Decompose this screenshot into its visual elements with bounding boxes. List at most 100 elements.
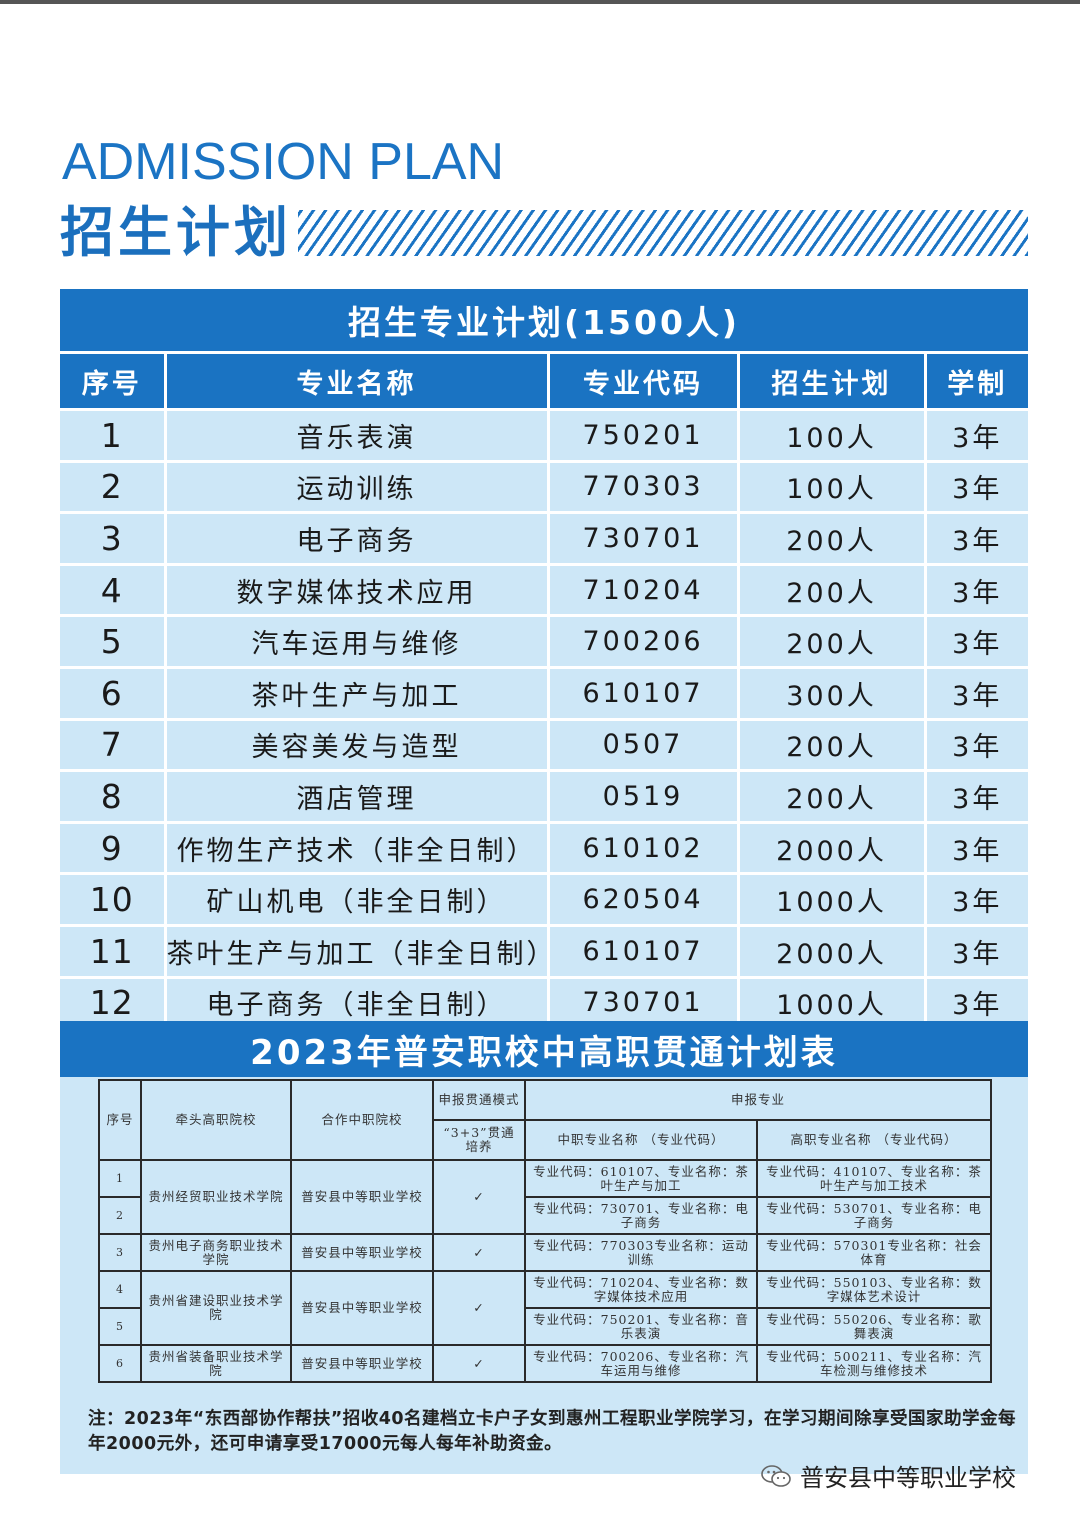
table-row: 1 贵州经贸职业技术学院 普安县中等职业学校 ✓ 专业代码：610107、专业名… [98, 1159, 993, 1235]
gt-higher: 专业代码：550206、专业名称：歌舞表演 [755, 1307, 993, 1346]
gt-lead: 贵州经贸职业技术学院 [140, 1159, 292, 1235]
plan-cell-major: 电子商务 [163, 511, 548, 565]
col-header-plan: 招生计划 [736, 354, 925, 411]
gt-sec: 专业代码：770303专业名称：运动训练 [524, 1233, 758, 1272]
plan-cell-no: 2 [60, 459, 165, 513]
gt-partner: 普安县中等职业学校 [290, 1159, 434, 1235]
plan-cell-plan: 200人 [736, 614, 925, 668]
plan-cell-no: 4 [60, 562, 165, 616]
table-row: 6 贵州省装备职业技术学院 普安县中等职业学校 ✓ 专业代码：700206、专业… [98, 1344, 993, 1383]
top-border [0, 0, 1080, 4]
plan-cell-major: 酒店管理 [163, 769, 548, 823]
gt-sec: 专业代码：730701、专业名称：电子商务 [524, 1196, 758, 1235]
watermark: 普安县中等职业学校 [760, 1458, 1016, 1493]
plan-cell-years: 3年 [923, 665, 1028, 720]
table-row: 5 汽车运用与维修 700206 200人 3年 [60, 614, 1028, 668]
plan-cell-code: 620504 [546, 872, 738, 926]
plan-cell-plan: 1000人 [736, 872, 925, 926]
decorative-hatch [298, 210, 1028, 256]
gt-header-mode: 申报贯通模式 [432, 1079, 526, 1121]
plan-cell-years: 3年 [923, 717, 1028, 771]
gt-no: 5 [98, 1307, 142, 1346]
plan-cell-code: 0519 [546, 769, 738, 823]
plan-cell-years: 3年 [923, 408, 1028, 462]
gt-check: ✓ [432, 1233, 526, 1272]
col-header-years: 学制 [923, 354, 1028, 411]
plan-cell-major: 茶叶生产与加工 [163, 665, 548, 720]
plan-cell-no: 9 [60, 820, 165, 874]
plan-cell-no: 11 [60, 923, 165, 978]
gt-no: 6 [98, 1344, 142, 1383]
table-row: 4 数字媒体技术应用 710204 200人 3年 [60, 562, 1028, 616]
gt-higher: 专业代码：500211、专业名称：汽车检测与维修技术 [755, 1344, 993, 1383]
plan-cell-major: 茶叶生产与加工（非全日制） [163, 923, 554, 978]
plan-cell-plan: 200人 [736, 511, 925, 565]
gt-no: 2 [98, 1196, 142, 1235]
table-row: 8 酒店管理 0519 200人 3年 [60, 769, 1028, 823]
plan-cell-plan: 300人 [736, 665, 925, 720]
watermark-text: 普安县中等职业学校 [800, 1464, 1016, 1492]
gt-higher: 专业代码：570301专业名称：社会体育 [755, 1233, 993, 1272]
table-row: 4 贵州省建设职业技术学院 普安县中等职业学校 ✓ 专业代码：710204、专业… [98, 1270, 993, 1346]
through-training-title: 2023年普安职校中高职贯通计划表 [60, 1021, 1028, 1077]
gt-header-mode-sub: “3+3”贯通培养 [432, 1119, 526, 1161]
plan-cell-years: 3年 [923, 872, 1028, 926]
table-row: 1 音乐表演 750201 100人 3年 [60, 408, 1028, 462]
gt-lead: 贵州省装备职业技术学院 [140, 1344, 292, 1383]
plan-cell-plan: 2000人 [736, 820, 925, 874]
plan-cell-years: 3年 [923, 923, 1028, 978]
plan-cell-code: 730701 [546, 511, 738, 565]
plan-cell-no: 6 [60, 665, 165, 720]
gt-lead: 贵州电子商务职业技术学院 [140, 1233, 292, 1272]
plan-cell-no: 8 [60, 769, 165, 823]
gt-header-sec: 中职专业名称 （专业代码） [524, 1119, 758, 1161]
plan-cell-major: 电子商务（非全日制） [163, 975, 548, 1028]
footnote: 注：2023年“东西部协作帮扶”招收40名建档立卡户子女到惠州工程职业学院学习，… [88, 1409, 1017, 1454]
wechat-icon [761, 1464, 791, 1487]
gt-higher: 专业代码：410107、专业名称：茶叶生产与加工技术 [755, 1159, 993, 1198]
plan-cell-years: 3年 [923, 820, 1028, 874]
plan-cell-no: 10 [60, 872, 165, 926]
gt-header-no: 序号 [98, 1079, 142, 1161]
table-row: 12 电子商务（非全日制） 730701 1000人 3年 [60, 975, 1028, 1028]
gt-sec: 专业代码：610107、专业名称：茶叶生产与加工 [524, 1159, 758, 1198]
plan-cell-no: 1 [60, 408, 165, 462]
table-row: 10 矿山机电（非全日制） 620504 1000人 3年 [60, 872, 1028, 926]
col-header-code: 专业代码 [546, 354, 738, 411]
table-row: 2 专业代码：730701、专业名称：电子商务 专业代码：530701、专业名称… [98, 1196, 993, 1235]
plan-cell-major: 矿山机电（非全日制） [163, 872, 548, 926]
col-header-no: 序号 [60, 354, 165, 411]
gt-higher: 专业代码：530701、专业名称：电子商务 [755, 1196, 993, 1235]
plan-cell-code: 770303 [546, 459, 738, 513]
plan-cell-major: 作物生产技术（非全日制） [163, 820, 548, 874]
table-row: 6 茶叶生产与加工 610107 300人 3年 [60, 665, 1028, 720]
plan-cell-years: 3年 [923, 769, 1028, 823]
plan-cell-code: 610107 [546, 923, 738, 978]
gt-header-lead: 牵头高职院校 [140, 1079, 292, 1161]
plan-table: 序号 专业名称 专业代码 招生计划 学制 1 音乐表演 750201 100人 3年 2 运… [60, 354, 1028, 1028]
page-title-cn: 招生计划 [60, 201, 292, 264]
plan-cell-code: 610107 [546, 665, 738, 720]
plan-cell-major: 汽车运用与维修 [163, 614, 548, 668]
plan-cell-code: 730701 [546, 975, 738, 1028]
plan-cell-code: 700206 [546, 614, 738, 668]
col-header-major: 专业名称 [163, 354, 548, 411]
plan-cell-plan: 200人 [736, 769, 925, 823]
plan-cell-no: 12 [60, 975, 165, 1028]
gt-lead: 贵州省建设职业技术学院 [140, 1270, 292, 1346]
plan-cell-major: 数字媒体技术应用 [163, 562, 548, 616]
table-row: 2 运动训练 770303 100人 3年 [60, 459, 1028, 513]
gt-no: 4 [98, 1270, 142, 1309]
gt-higher: 专业代码：550103、专业名称：数字媒体艺术设计 [755, 1270, 993, 1309]
plan-cell-years: 3年 [923, 614, 1028, 668]
page-title-en: ADMISSION PLAN [62, 133, 505, 191]
plan-cell-code: 710204 [546, 562, 738, 616]
plan-cell-plan: 100人 [736, 408, 925, 462]
gt-header-partner: 合作中职院校 [290, 1079, 434, 1161]
gt-check: ✓ [432, 1344, 526, 1383]
table-row: 9 作物生产技术（非全日制） 610102 2000人 3年 [60, 820, 1028, 874]
plan-cell-code: 0507 [546, 717, 738, 771]
gt-sec: 专业代码：750201、专业名称：音乐表演 [524, 1307, 758, 1346]
gt-partner: 普安县中等职业学校 [290, 1233, 434, 1272]
plan-cell-major: 音乐表演 [163, 408, 548, 462]
